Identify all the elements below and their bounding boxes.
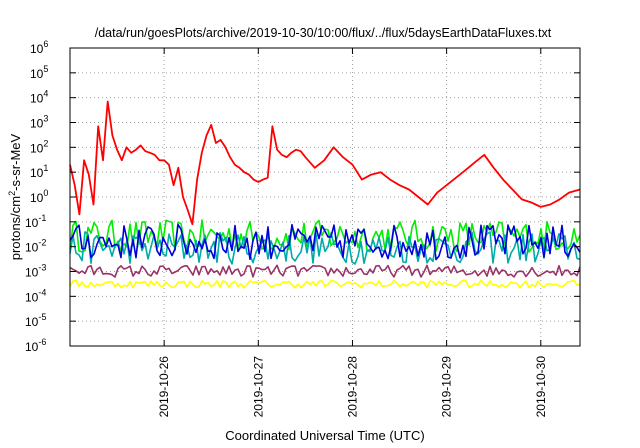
y-tick-label: 10-1	[25, 213, 46, 230]
series-line	[69, 264, 581, 278]
x-axis-title: Coordinated Universal Time (UTC)	[225, 428, 424, 443]
x-axis: 2019-10-26 2019-10-27 2019-10-28 2019-10-29…	[157, 48, 548, 417]
y-tick-label: 100	[30, 188, 48, 205]
y-tick-label-base: 10	[25, 315, 39, 329]
y-tick-label: 10-2	[25, 238, 46, 255]
series-line	[69, 279, 581, 289]
y-tick-label: 104	[30, 89, 48, 106]
y-axis-title-exp: 2	[7, 191, 17, 196]
y-tick-label-exp: 3	[43, 114, 48, 124]
x-tick-label: 2019-10-30	[534, 356, 548, 418]
y-tick-label-exp: -1	[38, 213, 46, 223]
y-axis-title: protons/cm2-s-sr-MeV	[7, 133, 23, 260]
y-tick-label-base: 10	[30, 92, 44, 106]
y-tick-label-base: 10	[30, 191, 44, 205]
y-tick-label-base: 10	[30, 166, 44, 180]
y-tick-label: 103	[30, 114, 48, 131]
grid	[70, 48, 580, 346]
y-axis-title-base: protons/cm	[8, 196, 23, 260]
y-tick-label-exp: 6	[43, 39, 48, 49]
x-tick-label: 2019-10-27	[251, 356, 265, 418]
y-axis: 10-610-510-410-310-210-11001011021031041…	[25, 39, 580, 354]
y-tick-label-exp: 1	[43, 163, 48, 173]
series-layer	[69, 100, 581, 289]
x-tick-label: 2019-10-29	[440, 356, 454, 418]
y-tick-label-base: 10	[30, 67, 44, 81]
chart-title: /data/run/goesPlots/archive/2019-10-30/1…	[95, 26, 552, 40]
y-tick-label-base: 10	[30, 42, 44, 56]
y-tick-label-exp: 2	[43, 138, 48, 148]
y-tick-label-exp: 5	[43, 64, 48, 74]
y-tick-label: 10-6	[25, 337, 46, 354]
y-axis-title-rest: -s-sr-MeV	[8, 133, 23, 190]
y-tick-label: 10-5	[25, 312, 46, 329]
series-line	[69, 100, 581, 226]
y-tick-label-exp: -5	[38, 312, 46, 322]
y-tick-label-base: 10	[30, 141, 44, 155]
x-tick-label: 2019-10-28	[345, 356, 359, 418]
y-tick-label-exp: -4	[38, 287, 46, 297]
y-tick-label: 102	[30, 138, 48, 155]
y-tick-label-base: 10	[30, 117, 44, 131]
y-tick-label-exp: 0	[43, 188, 48, 198]
y-tick-label-base: 10	[25, 340, 39, 354]
y-tick-label-exp: -2	[38, 238, 46, 248]
y-tick-label: 101	[30, 163, 48, 180]
y-tick-label-exp: -6	[38, 337, 46, 347]
y-tick-label-exp: -3	[38, 263, 46, 273]
x-tick-label: 2019-10-26	[157, 356, 171, 418]
y-tick-label: 106	[30, 39, 48, 56]
y-tick-label-base: 10	[25, 216, 39, 230]
y-tick-label-base: 10	[25, 290, 39, 304]
y-tick-label: 10-4	[25, 287, 46, 304]
y-tick-label-base: 10	[25, 266, 39, 280]
y-tick-label: 10-3	[25, 263, 46, 280]
series-line	[69, 223, 581, 261]
y-tick-label-exp: 4	[43, 89, 48, 99]
y-tick-label-base: 10	[25, 241, 39, 255]
y-tick-label: 105	[30, 64, 48, 81]
